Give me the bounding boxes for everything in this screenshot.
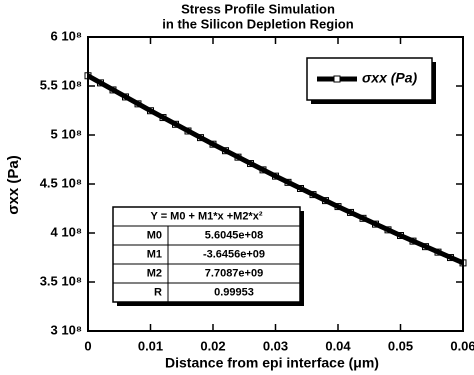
- table-cell: M2: [147, 267, 162, 279]
- y-tick-label: 4.5 10⁸: [40, 175, 82, 190]
- table-cell: M0: [147, 229, 162, 241]
- table-cell: 7.7087e+09: [205, 267, 263, 279]
- y-tick-label: 5.5 10⁸: [40, 77, 82, 92]
- table-cell: 0.99953: [214, 286, 254, 298]
- y-tick-label: 5 10⁸: [51, 126, 82, 141]
- x-tick-label: 0.06: [450, 338, 474, 353]
- table-cell: 5.6045e+08: [205, 229, 263, 241]
- y-tick-label: 3 10⁸: [51, 322, 82, 337]
- x-tick-label: 0.04: [325, 338, 351, 353]
- y-tick-label: 4 10⁸: [51, 224, 82, 239]
- table-header: Y = M0 + M1*x +M2*x²: [151, 210, 263, 222]
- table-cell: R: [154, 286, 162, 298]
- y-axis-label: σxx (Pa): [5, 155, 22, 214]
- x-tick-label: 0.03: [263, 338, 288, 353]
- table-cell: M1: [147, 248, 162, 260]
- x-axis-label: Distance from epi interface (μm): [165, 355, 379, 371]
- y-tick-label: 6 10⁸: [51, 28, 82, 43]
- chart-title: in the Silicon Depletion Region: [162, 16, 353, 31]
- table-cell: -3.6456e+09: [203, 248, 265, 260]
- legend-marker: [333, 75, 341, 83]
- chart-title: Stress Profile Simulation: [181, 1, 335, 16]
- x-tick-label: 0.01: [138, 338, 163, 353]
- legend-label: σxx (Pa): [362, 70, 418, 86]
- plot-frame: [87, 36, 464, 332]
- y-tick-label: 3.5 10⁸: [40, 273, 82, 288]
- fit-line: [86, 73, 465, 266]
- fit-table: [112, 206, 301, 303]
- x-tick-label: 0.05: [388, 338, 413, 353]
- x-tick-label: 0: [84, 338, 91, 353]
- x-tick-label: 0.02: [200, 338, 225, 353]
